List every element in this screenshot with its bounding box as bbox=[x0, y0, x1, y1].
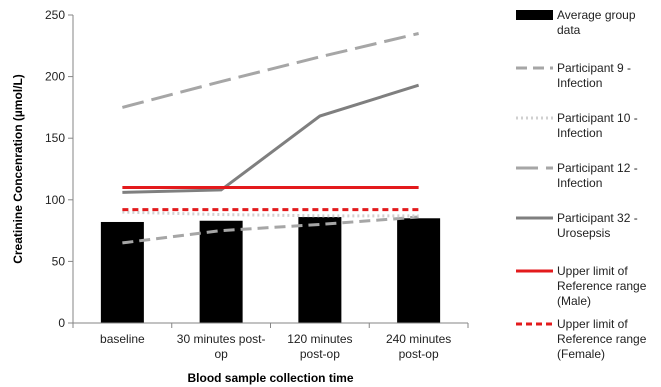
legend-label-line: Participant 10 - bbox=[557, 111, 638, 125]
x-tick-label: baseline bbox=[100, 332, 145, 346]
y-axis-title: Creatinine Concenration (µmol/L) bbox=[11, 74, 25, 264]
y-tick-label: 100 bbox=[45, 193, 65, 207]
legend-item: Upper limit of Reference range (Female) bbox=[516, 317, 647, 361]
legend-label-line: Reference range bbox=[557, 279, 647, 293]
legend-label-line: Average group bbox=[557, 8, 636, 22]
legend-label-line: Participant 32 - bbox=[557, 211, 638, 225]
legend-item: Participant 9 -Infection bbox=[516, 61, 631, 90]
legend-label: Upper limit of Reference range (Male) bbox=[557, 264, 647, 308]
legend-item: Upper limit of Reference range (Male) bbox=[516, 264, 647, 308]
legend-label-line: data bbox=[557, 23, 581, 37]
x-axis-title: Blood sample collection time bbox=[187, 371, 353, 385]
legend-label-line: (Female) bbox=[557, 347, 605, 361]
legend-swatch bbox=[516, 10, 553, 20]
x-tick-label-line: baseline bbox=[100, 332, 145, 346]
legend-item: Average group data bbox=[516, 8, 636, 37]
bar bbox=[298, 217, 342, 323]
series-line bbox=[122, 210, 419, 218]
legend-label: Upper limit of Reference range (Female) bbox=[557, 317, 647, 361]
legend-label-line: Upper limit of bbox=[557, 264, 628, 278]
legend-label-line: Infection bbox=[557, 76, 602, 90]
legend-label: Participant 12 -Infection bbox=[557, 161, 638, 190]
legend-label-line: Infection bbox=[557, 126, 602, 140]
legend-label-line: Participant 12 - bbox=[557, 161, 638, 175]
legend-label: Average group data bbox=[557, 8, 636, 37]
legend-item: Participant 10 -Infection bbox=[516, 111, 638, 140]
legend-label: Participant 32 -Urosepsis bbox=[557, 211, 638, 240]
y-tick-label: 150 bbox=[45, 131, 65, 145]
x-tick-label-line: post-op bbox=[399, 347, 439, 361]
plot-area: 0 50 100 150 200 250 baseline 30 minutes post-o… bbox=[11, 8, 469, 385]
legend-item: Participant 32 -Urosepsis bbox=[516, 211, 638, 240]
x-tick-label-line: 240 minutes bbox=[386, 332, 451, 346]
legend-label-line: Upper limit of bbox=[557, 317, 628, 331]
y-tick-label: 200 bbox=[45, 70, 65, 84]
x-tick-label: 30 minutes post-op bbox=[177, 332, 266, 361]
y-tick-label: 250 bbox=[45, 8, 65, 22]
x-tick-label-line: 30 minutes post- bbox=[177, 332, 266, 346]
series-line bbox=[122, 215, 419, 245]
bar bbox=[100, 221, 144, 323]
series-line bbox=[121, 32, 419, 109]
y-tick-label: 50 bbox=[52, 254, 66, 268]
legend-label-line: Reference range bbox=[557, 332, 647, 346]
legend-item: Participant 12 -Infection bbox=[516, 161, 638, 190]
bar bbox=[397, 218, 441, 323]
series-line bbox=[122, 83, 420, 194]
x-tick-label: 240 minutes post-op bbox=[386, 332, 451, 361]
y-tick-label: 0 bbox=[58, 316, 65, 330]
legend-label: Participant 10 -Infection bbox=[557, 111, 638, 140]
bar bbox=[199, 220, 243, 323]
legend-label: Participant 9 -Infection bbox=[557, 61, 631, 90]
x-tick-label-line: op bbox=[214, 347, 228, 361]
x-tick-label-line: 120 minutes bbox=[287, 332, 352, 346]
legend-label-line: Infection bbox=[557, 176, 602, 190]
legend-label-line: (Male) bbox=[557, 294, 591, 308]
x-tick-label-line: post-op bbox=[300, 347, 340, 361]
legend-label-line: Participant 9 - bbox=[557, 61, 631, 75]
x-tick-label: 120 minutes post-op bbox=[287, 332, 352, 361]
legend-label-line: Urosepsis bbox=[557, 226, 610, 240]
